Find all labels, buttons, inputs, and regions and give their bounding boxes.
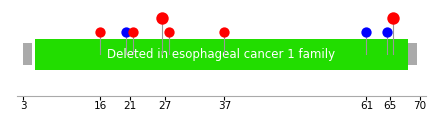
Point (165, 31, 172, 32)
Bar (35, 39, 408, 70)
Bar (23, 44, 32, 65)
Point (221, 31, 228, 32)
Point (158, 17, 165, 19)
Point (129, 31, 136, 32)
Point (390, 17, 396, 19)
Bar (408, 44, 417, 65)
Text: Deleted in esophageal cancer 1 family: Deleted in esophageal cancer 1 family (108, 48, 335, 61)
Point (97, 31, 104, 32)
Point (363, 31, 370, 32)
Point (383, 31, 390, 32)
Point (122, 31, 129, 32)
